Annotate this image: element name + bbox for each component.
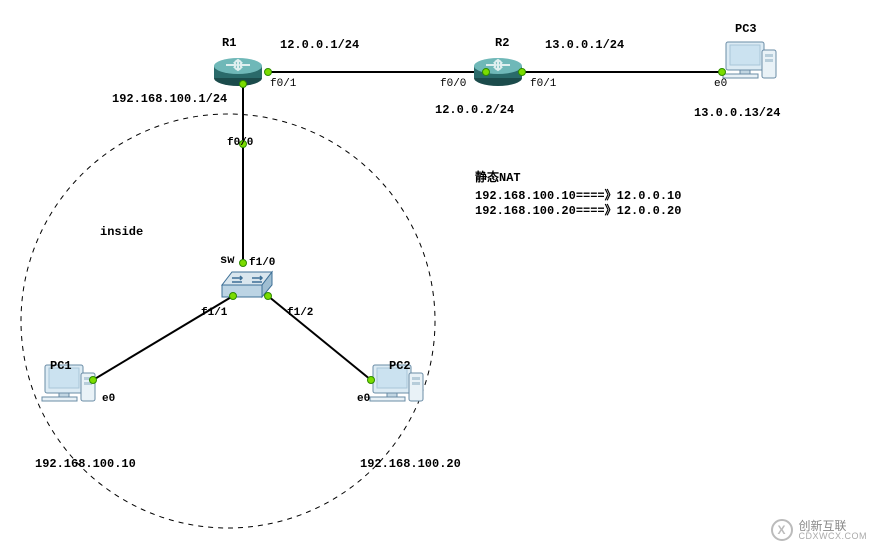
port-label-pc2-e0: e0 [357, 393, 370, 405]
port-label-sw-f11: f1/1 [201, 307, 227, 319]
pc2-label: PC2 [389, 359, 411, 373]
port-label-sw-f12: f1/2 [287, 307, 313, 319]
port-sw-f10 [239, 259, 247, 267]
pc1-label: PC1 [50, 359, 72, 373]
pc3-label: PC3 [735, 22, 757, 36]
port-label-pc3-e0: e0 [714, 78, 727, 90]
port-label-sw-f10: f1/0 [249, 257, 275, 269]
watermark-badge-icon: X [771, 519, 793, 541]
r1-ip-top: 12.0.0.1/24 [280, 38, 359, 52]
port-r1-f00-near [239, 80, 247, 88]
port-label-r1-f01: f0/1 [270, 78, 296, 90]
port-pc2-e0 [367, 376, 375, 384]
port-pc1-e0 [89, 376, 97, 384]
inside-label: inside [100, 225, 143, 239]
r2-label: R2 [495, 36, 509, 50]
port-r2-f00 [482, 68, 490, 76]
port-sw-f12 [264, 292, 272, 300]
port-label-r1-f00: f0/0 [227, 137, 253, 149]
port-label-r2-f00: f0/0 [440, 78, 466, 90]
port-pc3-e0 [718, 68, 726, 76]
pc1-ip: 192.168.100.10 [35, 457, 136, 471]
port-r1-f01 [264, 68, 272, 76]
pc3-icon [723, 42, 776, 78]
r2-ip-top: 13.0.0.1/24 [545, 38, 624, 52]
nat-note-line2: 192.168.100.20====》12.0.0.20 [475, 201, 681, 218]
link-sw-pc2 [268, 296, 371, 380]
r2-ip-under: 12.0.0.2/24 [435, 103, 514, 117]
port-r2-f01 [518, 68, 526, 76]
port-sw-f11 [229, 292, 237, 300]
nat-note-title: 静态NAT [475, 168, 521, 185]
pc2-ip: 192.168.100.20 [360, 457, 461, 471]
r1-ip-left: 192.168.100.1/24 [112, 92, 227, 106]
watermark-text-top: 创新互联 [799, 520, 868, 532]
port-label-r2-f01: f0/1 [530, 78, 556, 90]
watermark-text-bottom: CDXWCX.COM [799, 532, 868, 541]
watermark: X 创新互联 CDXWCX.COM [771, 519, 868, 541]
pc3-ip: 13.0.0.13/24 [694, 106, 780, 120]
sw-label: sw [220, 253, 234, 267]
port-label-pc1-e0: e0 [102, 393, 115, 405]
router-r1-icon [214, 58, 262, 86]
r1-label: R1 [222, 36, 236, 50]
